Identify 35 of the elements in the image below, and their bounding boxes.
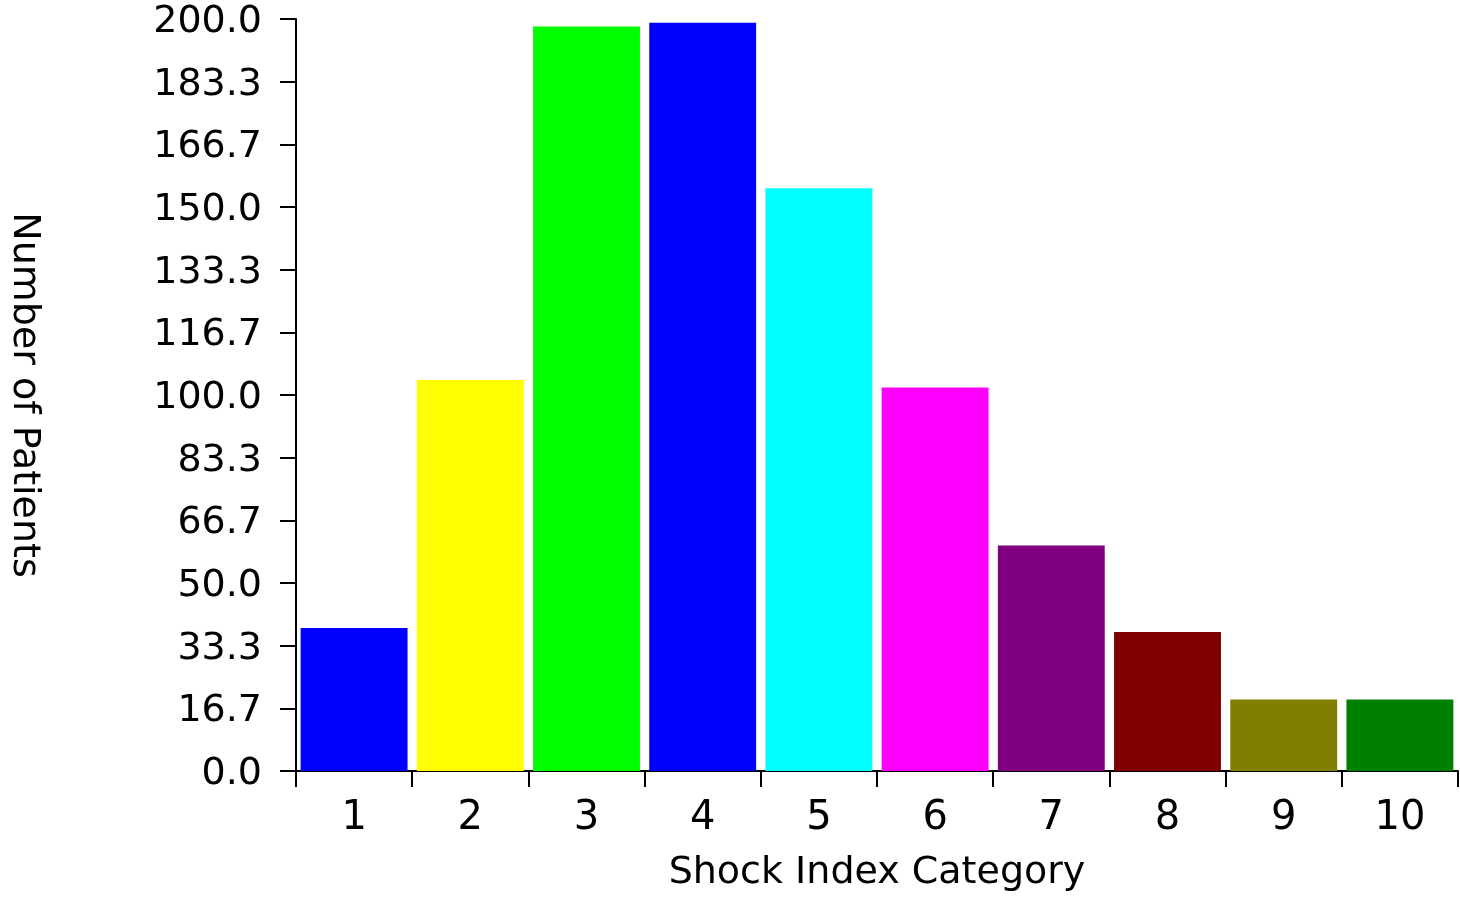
y-tick-label: 50.0 — [177, 561, 262, 605]
y-axis-title: Number of Patients — [5, 212, 49, 578]
x-tick-label: 9 — [1270, 792, 1297, 838]
x-tick-label: 4 — [689, 792, 716, 838]
y-tick-label: 116.7 — [153, 310, 262, 355]
y-tick-label: 0.0 — [201, 749, 262, 793]
y-tick-label: 33.3 — [177, 623, 262, 668]
x-tick-label: 3 — [573, 792, 600, 838]
x-tick-label: 1 — [341, 792, 367, 838]
y-tick-label: 200.0 — [153, 0, 262, 41]
x-tick-label: 5 — [806, 792, 832, 838]
bar — [416, 379, 524, 771]
bar — [765, 188, 873, 771]
bar — [649, 22, 757, 771]
y-tick-label: 150.0 — [153, 185, 262, 229]
bar — [1346, 699, 1454, 771]
y-tick-label: 16.7 — [177, 686, 262, 731]
x-tick-label: 2 — [457, 792, 484, 838]
x-axis-title: Shock Index Category — [668, 848, 1086, 892]
x-tick-label: 8 — [1154, 792, 1181, 838]
bar — [881, 387, 989, 771]
y-tick-label: 133.3 — [153, 247, 262, 292]
x-tick-label: 7 — [1038, 792, 1065, 838]
y-tick-label: 100.0 — [153, 373, 262, 417]
y-tick-label: 83.3 — [177, 435, 262, 480]
bar — [300, 628, 408, 771]
bar — [533, 26, 640, 771]
x-tick-label: 10 — [1374, 792, 1426, 838]
x-tick-label: 6 — [922, 792, 948, 838]
y-tick-label: 66.7 — [177, 498, 262, 543]
y-tick-label: 183.3 — [153, 59, 262, 104]
bar — [1114, 631, 1221, 771]
y-tick-label: 166.7 — [153, 122, 262, 167]
bar — [1230, 699, 1338, 771]
bar — [997, 545, 1105, 771]
